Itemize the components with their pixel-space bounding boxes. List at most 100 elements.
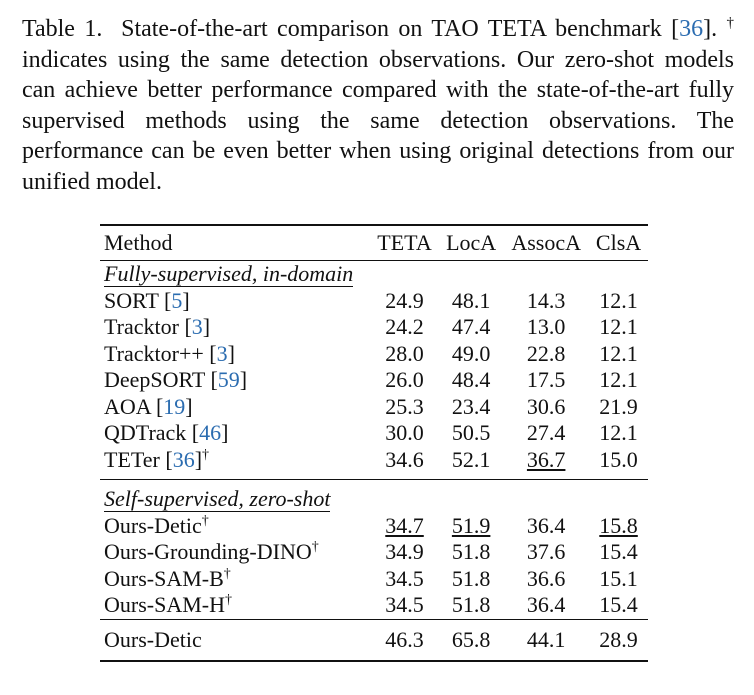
section-label: Self-supervised, zero-shot (104, 486, 331, 512)
loca-cell: 65.8 (451, 626, 491, 652)
header-assoca: AssocA (511, 230, 582, 255)
clsa-cell: 12.1 (599, 340, 638, 366)
teta-cell: 34.9 (385, 539, 424, 564)
dagger-mark: † (311, 539, 319, 555)
method-cell: Tracktor++ [3] (104, 340, 235, 366)
dagger-mark: † (225, 592, 232, 608)
method-cell: SORT [5] (104, 287, 190, 313)
assoca-cell: 27.4 (526, 420, 566, 445)
citation-link[interactable]: 36 (172, 446, 195, 472)
caption-label: Table 1. (22, 16, 103, 42)
loca-cell: 51.8 (451, 565, 491, 591)
header-teta: TETA (377, 230, 432, 255)
clsa-cell: 15.4 (599, 539, 638, 564)
teta-cell: 34.5 (385, 565, 424, 591)
loca-cell: 48.4 (451, 367, 491, 392)
teta-cell: 34.6 (385, 446, 424, 472)
table-row: SORT [5] 24.9 48.1 14.3 12.1 (100, 288, 648, 315)
clsa-cell: 15.0 (599, 446, 638, 472)
table-row: QDTrack [46] 30.0 50.5 27.4 12.1 (100, 420, 648, 447)
citation-link[interactable]: 5 (171, 287, 183, 313)
citation-link[interactable]: 3 (191, 314, 203, 339)
loca-cell: 48.1 (451, 287, 491, 313)
section-row-zero-shot: Self-supervised, zero-shot (100, 480, 648, 513)
clsa-cell: 15.8 (599, 512, 638, 538)
table-row: Tracktor [3] 24.2 47.4 13.0 12.1 (100, 314, 648, 341)
clsa-cell: 15.1 (599, 565, 638, 591)
method-cell: Ours-SAM-B† (100, 566, 370, 593)
teta-cell: 24.9 (385, 287, 424, 313)
section-label: Fully-supervised, in-domain (104, 261, 354, 287)
caption-text-c: indicates using the same detection obser… (22, 46, 734, 195)
caption-text-a: State-of-the-art comparison on TAO TETA … (121, 16, 680, 42)
loca-cell: 52.1 (451, 446, 491, 472)
method-name: Ours-Grounding-DINO (104, 539, 312, 564)
loca-cell: 47.4 (451, 314, 491, 339)
method-name: Tracktor (104, 314, 179, 339)
clsa-cell: 12.1 (599, 367, 638, 392)
assoca-cell: 37.6 (526, 539, 566, 564)
citation-link[interactable]: 19 (163, 393, 186, 419)
clsa-cell: 12.1 (599, 420, 638, 445)
method-name: Ours-SAM-B (104, 565, 224, 591)
assoca-cell: 22.8 (526, 340, 566, 366)
teta-cell: 34.7 (385, 512, 424, 538)
table-row: Tracktor++ [3] 28.0 49.0 22.8 12.1 (100, 341, 648, 368)
teta-cell: 46.3 (385, 626, 424, 652)
teta-cell: 26.0 (385, 367, 424, 392)
method-cell: Ours-SAM-H† (100, 592, 370, 619)
table-row: Ours-Detic 46.3 65.8 44.1 28.9 (100, 619, 648, 661)
citation-link[interactable]: 3 (216, 340, 228, 366)
method-cell: DeepSORT [59] (104, 367, 248, 392)
header-method: Method (104, 230, 173, 255)
method-cell: AOA [19] (104, 393, 193, 419)
teta-cell: 24.2 (385, 314, 424, 339)
citation-link[interactable]: 46 (199, 420, 222, 445)
loca-cell: 51.8 (451, 539, 491, 564)
section-row-supervised: Fully-supervised, in-domain (100, 261, 648, 288)
clsa-cell: 12.1 (599, 287, 638, 313)
method-name: TETer (104, 446, 160, 472)
dagger-mark: † (223, 566, 231, 582)
table-row: DeepSORT [59] 26.0 48.4 17.5 12.1 (100, 367, 648, 394)
method-cell: TETer [36]† (104, 446, 210, 472)
clsa-cell: 28.9 (599, 626, 638, 652)
caption-citation-link[interactable]: 36 (679, 16, 704, 42)
dagger-mark: † (201, 513, 209, 529)
header-loca: LocA (446, 230, 497, 255)
method-cell: Ours-Grounding-DINO† (100, 539, 370, 566)
results-table: Method TETA LocA AssocA ClsA Fully-super… (100, 224, 648, 662)
assoca-cell: 17.5 (526, 367, 566, 392)
method-name: Ours-Detic (104, 512, 202, 538)
method-cell: Ours-Detic† (100, 513, 370, 540)
clsa-cell: 21.9 (599, 393, 638, 419)
assoca-cell: 36.4 (526, 512, 566, 538)
method-name: AOA (104, 393, 151, 419)
teta-cell: 28.0 (385, 340, 424, 366)
table-row: Ours-Grounding-DINO† 34.9 51.8 37.6 15.4 (100, 539, 648, 566)
table-row: Ours-Detic† 34.7 51.9 36.4 15.8 (100, 513, 648, 540)
assoca-cell: 36.4 (526, 592, 566, 617)
method-name: DeepSORT (104, 367, 205, 392)
assoca-cell: 36.7 (526, 446, 566, 472)
method-name: QDTrack (104, 420, 187, 445)
loca-cell: 50.5 (451, 420, 491, 445)
citation-link[interactable]: 59 (217, 367, 240, 392)
method-name: Tracktor++ (104, 340, 204, 366)
table-row: Ours-SAM-B† 34.5 51.8 36.6 15.1 (100, 566, 648, 593)
teta-cell: 30.0 (385, 420, 424, 445)
loca-cell: 51.8 (451, 592, 491, 617)
dagger-mark: † (202, 447, 210, 463)
assoca-cell: 13.0 (526, 314, 566, 339)
caption-text-b: ]. (703, 16, 718, 42)
table-row: Ours-SAM-H† 34.5 51.8 36.4 15.4 (100, 592, 648, 619)
loca-cell: 23.4 (451, 393, 491, 419)
method-cell: Ours-Detic (100, 619, 370, 661)
header-clsa: ClsA (595, 230, 642, 255)
assoca-cell: 14.3 (526, 287, 566, 313)
clsa-cell: 15.4 (599, 592, 638, 617)
method-cell: Tracktor [3] (104, 314, 211, 339)
assoca-cell: 44.1 (526, 626, 566, 652)
method-name: Ours-Detic (104, 626, 202, 652)
table-row: AOA [19] 25.3 23.4 30.6 21.9 (100, 394, 648, 421)
